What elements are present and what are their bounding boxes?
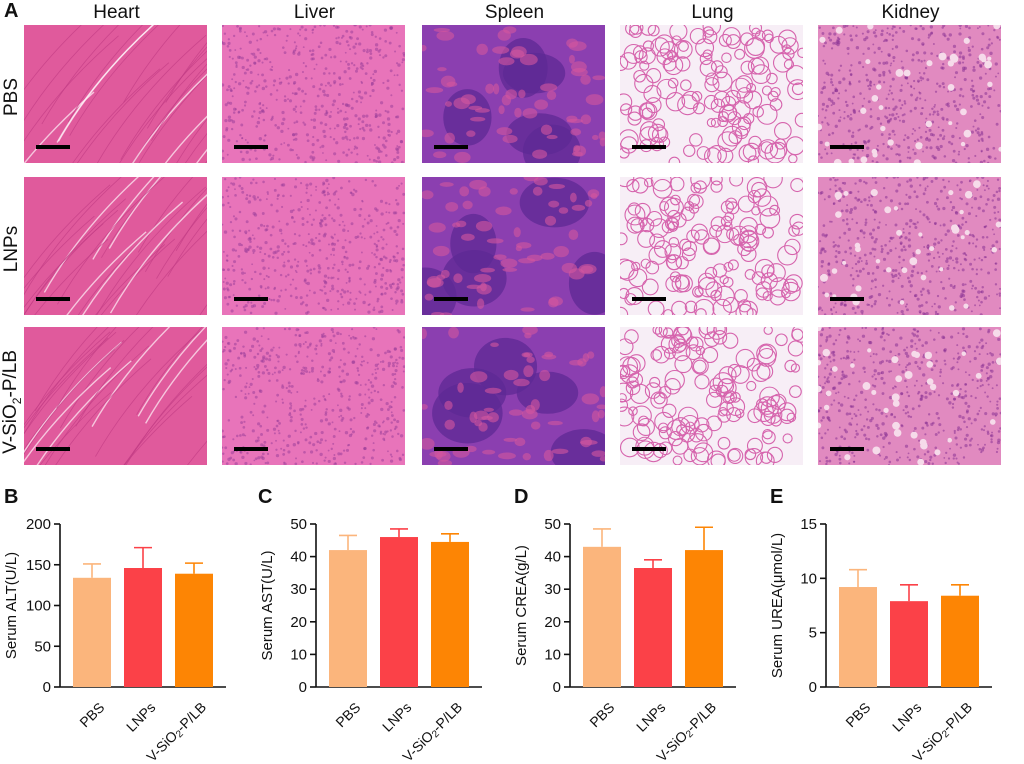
- y-tick-label-c: 0: [299, 679, 307, 696]
- category-label-d-2: LNPs: [633, 699, 669, 735]
- histology-image-kidney-row1: [818, 25, 1001, 163]
- histology-image-liver-row1: [222, 25, 405, 163]
- y-tick-label-d: 40: [544, 549, 561, 566]
- category-label-b-1: PBS: [76, 699, 107, 730]
- y-tick-label-d: 0: [553, 679, 561, 696]
- y-tick-label-e: 0: [809, 679, 817, 696]
- row-label-pbs: PBS: [1, 77, 22, 117]
- column-title-kidney: Kidney: [881, 2, 940, 23]
- histology-image-spleen-row2: [422, 177, 605, 315]
- scale-bar: [434, 297, 468, 301]
- y-tick-label-d: 10: [544, 646, 561, 663]
- scale-bar: [632, 447, 666, 451]
- column-title-heart: Heart: [93, 2, 140, 23]
- scale-bar: [434, 447, 468, 451]
- scale-bar: [434, 145, 468, 149]
- category-label-e-2: LNPs: [889, 699, 925, 735]
- y-tick-label-b: 0: [43, 679, 51, 696]
- y-tick-label-c: 20: [290, 614, 307, 631]
- y-tick-label-c: 50: [290, 516, 307, 533]
- panel-letter-d: D: [514, 486, 529, 508]
- histology-image-liver-row2: [222, 177, 405, 315]
- row-label-lnps: LNPs: [1, 225, 22, 273]
- column-title-lung: Lung: [691, 2, 734, 23]
- y-tick-label-b: 150: [26, 557, 51, 574]
- bar-d-2: [634, 568, 672, 687]
- category-label-e-1: PBS: [842, 699, 873, 730]
- histology-image-heart-row2: [24, 177, 207, 315]
- histology-image-lung-row3: [620, 327, 803, 465]
- bar-e-1: [839, 587, 877, 687]
- histology-image-heart-row3: [24, 327, 207, 465]
- y-axis-label-e: Serum UREA(μmol/L): [769, 533, 786, 678]
- panel-letter-b: B: [4, 486, 19, 508]
- row-label-v-sio2-p-lb: V-SiO2-P/LB: [0, 322, 24, 482]
- histology-image-spleen-row3: [422, 327, 605, 465]
- y-tick-label-b: 50: [34, 638, 51, 655]
- panel-letter-e: E: [770, 486, 784, 508]
- scale-bar: [632, 297, 666, 301]
- bar-b-3: [175, 573, 213, 687]
- scale-bar: [234, 297, 268, 301]
- y-tick-label-e: 5: [809, 625, 817, 642]
- y-tick-label-d: 30: [544, 581, 561, 598]
- bar-e-3: [941, 595, 979, 687]
- bar-c-3: [431, 541, 469, 687]
- bar-b-2: [124, 568, 162, 687]
- y-tick-label-b: 100: [26, 598, 51, 615]
- y-tick-label-d: 20: [544, 614, 561, 631]
- bar-c-1: [329, 550, 367, 687]
- scale-bar: [234, 145, 268, 149]
- scale-bar: [830, 297, 864, 301]
- histology-image-spleen-row1: [422, 25, 605, 163]
- histology-image-liver-row3: [222, 327, 405, 465]
- bar-d-1: [583, 546, 621, 687]
- category-label-c-1: PBS: [332, 699, 363, 730]
- y-tick-label-c: 40: [290, 549, 307, 566]
- scale-bar: [830, 447, 864, 451]
- bar-e-2: [890, 601, 928, 687]
- scale-bar: [234, 447, 268, 451]
- histology-image-kidney-row3: [818, 327, 1001, 465]
- bar-c-2: [380, 537, 418, 687]
- y-tick-label-e: 10: [800, 570, 817, 587]
- row-label-v-sio2-p-lb-prefix: V-SiO: [0, 404, 22, 454]
- column-title-liver: Liver: [293, 2, 336, 23]
- histology-image-heart-row1: [24, 25, 207, 163]
- scale-bar: [36, 297, 70, 301]
- histology-image-kidney-row2: [818, 177, 1001, 315]
- scale-bar: [632, 145, 666, 149]
- histology-image-lung-row1: [620, 25, 803, 163]
- histology-image-lung-row2: [620, 177, 803, 315]
- scale-bar: [36, 447, 70, 451]
- y-tick-label-e: 15: [800, 516, 817, 533]
- category-label-b-2: LNPs: [123, 699, 159, 735]
- row-label-v-sio2-p-lb-suffix: -P/LB: [0, 349, 22, 398]
- y-tick-label-b: 200: [26, 516, 51, 533]
- y-axis-label-b: Serum ALT(U/L): [3, 552, 20, 659]
- bar-b-1: [73, 577, 111, 687]
- column-title-spleen: Spleen: [484, 2, 545, 23]
- y-axis-label-c: Serum AST(U/L): [259, 550, 276, 660]
- bar-d-3: [685, 550, 723, 687]
- scale-bar: [36, 145, 70, 149]
- y-axis-label-d: Serum CREA(g/L): [513, 545, 530, 666]
- category-label-c-2: LNPs: [379, 699, 415, 735]
- panel-letter-a: A: [4, 0, 19, 22]
- y-tick-label-c: 30: [290, 581, 307, 598]
- category-label-d-1: PBS: [586, 699, 617, 730]
- y-tick-label-c: 10: [290, 646, 307, 663]
- y-tick-label-d: 50: [544, 516, 561, 533]
- row-label-v-sio2-p-lb-subscript: 2: [9, 397, 24, 405]
- scale-bar: [830, 145, 864, 149]
- panel-letter-c: C: [258, 486, 273, 508]
